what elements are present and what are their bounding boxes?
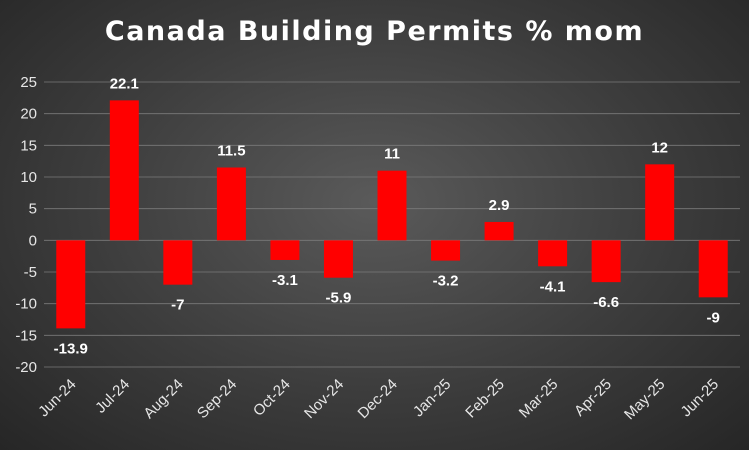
bar [323, 240, 353, 278]
bar [109, 100, 139, 241]
bar [431, 240, 461, 261]
bar [484, 221, 514, 241]
x-tick-label: Apr-25 [571, 376, 615, 420]
y-tick-label: 25 [20, 74, 37, 91]
data-label: -3.1 [272, 272, 298, 289]
x-tick-label: Oct-24 [250, 376, 294, 420]
y-tick-label: 10 [20, 169, 37, 186]
data-label: 22.1 [110, 75, 139, 92]
chart-title: Canada Building Permits % mom [104, 16, 645, 47]
x-tick-label: Jul-24 [92, 376, 133, 417]
y-tick-label: 15 [20, 137, 37, 154]
y-tick-label: -5 [24, 264, 37, 281]
x-tick-label: May-25 [621, 376, 668, 423]
data-label: -9 [707, 309, 720, 326]
data-label: 11.5 [217, 143, 245, 160]
bar [698, 240, 728, 298]
bar [270, 240, 300, 260]
y-tick-label: 0 [29, 232, 37, 249]
x-tick-label: Aug-24 [140, 376, 186, 422]
bar [591, 240, 621, 283]
y-tick-label: 20 [20, 106, 37, 123]
x-tick-label: Nov-24 [301, 376, 347, 422]
x-tick-label: Jan-25 [410, 376, 454, 420]
x-tick-label: Dec-24 [355, 376, 401, 422]
data-label: -4.1 [540, 278, 566, 295]
x-tick-label: Feb-25 [462, 376, 508, 422]
bar [377, 170, 407, 241]
bar [56, 240, 86, 329]
data-label: -6.6 [593, 294, 619, 311]
y-tick-label: 5 [29, 201, 37, 218]
y-tick-label: -20 [15, 359, 37, 376]
bar [216, 167, 246, 241]
y-tick-label: -10 [15, 296, 37, 313]
data-label: -13.9 [54, 340, 88, 357]
x-tick-label: Jun-24 [35, 376, 79, 420]
data-label: -7 [171, 297, 184, 314]
bar [538, 240, 568, 267]
x-tick-label: Mar-25 [516, 376, 562, 422]
data-label: -5.9 [326, 290, 352, 307]
data-label: 11 [384, 146, 400, 163]
bar [645, 164, 675, 241]
x-tick-label: Sep-24 [194, 376, 240, 422]
bar [163, 240, 193, 285]
x-tick-label: Jun-25 [678, 376, 722, 420]
data-label: -3.2 [433, 273, 459, 290]
y-tick-label: -15 [15, 327, 37, 344]
data-label: 12 [651, 139, 668, 156]
data-label: 2.9 [489, 197, 510, 214]
